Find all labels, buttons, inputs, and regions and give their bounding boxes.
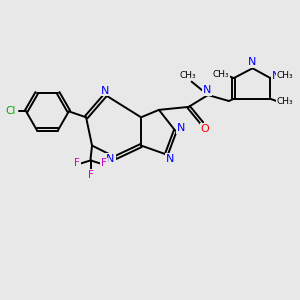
Text: N: N [106, 154, 115, 164]
Text: N: N [166, 154, 174, 164]
Text: CH₃: CH₃ [276, 97, 293, 106]
Text: Cl: Cl [5, 106, 16, 116]
Text: F: F [88, 170, 94, 180]
Text: N: N [272, 71, 281, 81]
Text: N: N [248, 57, 257, 67]
Text: N: N [176, 123, 185, 133]
Text: O: O [201, 124, 209, 134]
Text: F: F [101, 158, 107, 168]
Text: CH₃: CH₃ [276, 70, 293, 80]
Text: N: N [101, 85, 110, 96]
Text: CH₃: CH₃ [180, 70, 196, 80]
Text: CH₃: CH₃ [213, 70, 229, 79]
Text: F: F [74, 158, 80, 168]
Text: N: N [203, 85, 212, 95]
